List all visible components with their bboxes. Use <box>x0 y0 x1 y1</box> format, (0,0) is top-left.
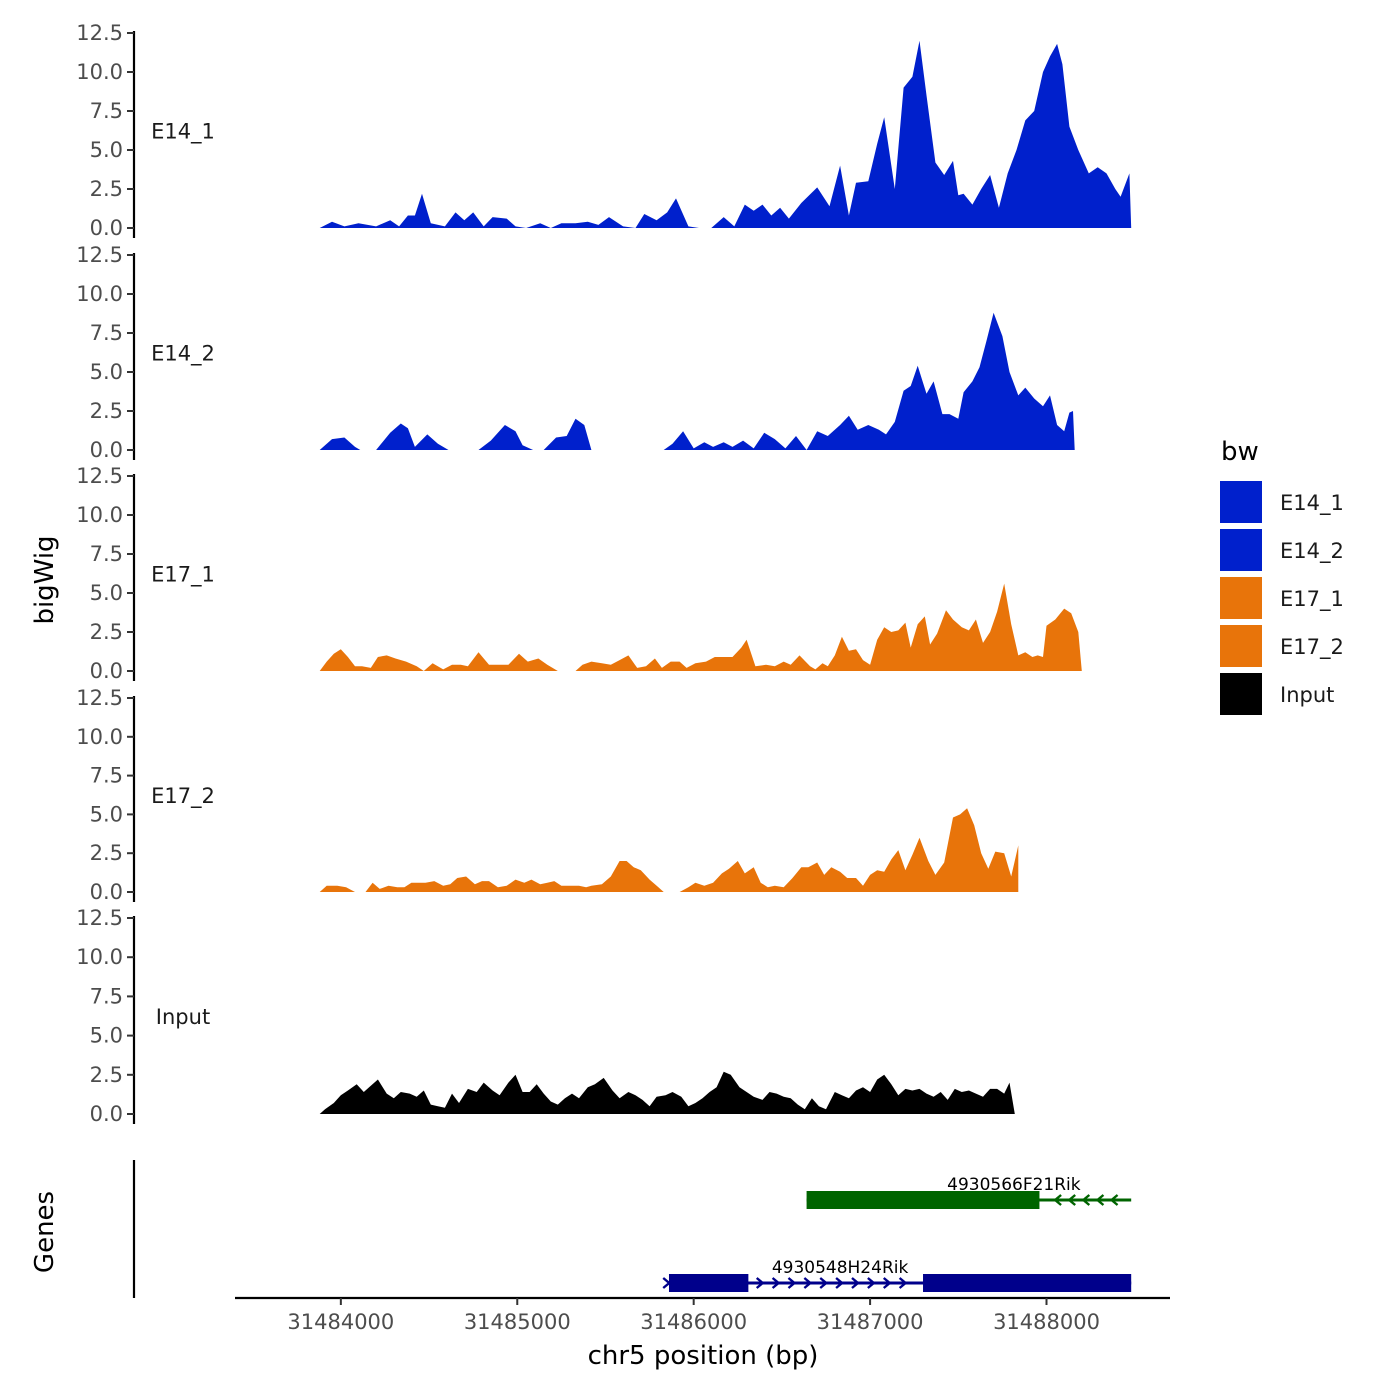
legend-label: E17_1 <box>1280 587 1344 612</box>
y-tick-label: 5.0 <box>90 138 123 162</box>
x-tick-label: 31484000 <box>287 1310 394 1334</box>
y-tick-label: 0.0 <box>90 216 123 240</box>
legend-item-e17-1: E17_1 <box>1218 575 1344 621</box>
legend-item-input: Input <box>1218 671 1334 717</box>
track-label: Input <box>156 1005 210 1029</box>
strand-arrow <box>662 1277 672 1289</box>
track-label: E14_2 <box>151 342 215 367</box>
y-tick-label: 12.5 <box>76 906 123 930</box>
y-tick-label: 5.0 <box>90 802 123 826</box>
y-tick-label: 7.5 <box>90 99 123 123</box>
strand-arrow <box>1067 1194 1076 1206</box>
y-tick-label: 10.0 <box>76 945 123 969</box>
legend: bw E14_1 E14_2 E17_1 E17_2 Input <box>1218 437 1344 717</box>
legend-title: bw <box>1221 437 1259 467</box>
legend-label: Input <box>1280 683 1334 707</box>
y-tick-label: 10.0 <box>76 282 123 306</box>
strand-arrow <box>803 1277 813 1289</box>
x-tick-label: 31486000 <box>640 1310 747 1334</box>
strand-arrow <box>787 1277 797 1289</box>
y-tick-label: 5.0 <box>90 581 123 605</box>
area-e17-1 <box>319 583 1082 671</box>
legend-label: E14_2 <box>1280 539 1344 564</box>
y-tick-label: 12.5 <box>76 686 123 710</box>
strand-arrow <box>1095 1194 1105 1206</box>
legend-item-e17-2: E17_2 <box>1218 623 1344 669</box>
gene-label: 4930566F21Rik <box>947 1175 1081 1195</box>
genes-panel: 4930566F21Rik 4930548H24Rik <box>132 1160 1132 1298</box>
track-e17-2: 0.0 2.5 5.0 7.5 10.0 12.5 E17_2 <box>76 686 1019 904</box>
y-tick-label: 12.5 <box>76 464 123 488</box>
track-label: E14_1 <box>151 120 215 145</box>
x-tick-label: 31488000 <box>993 1310 1100 1334</box>
strand-arrow <box>819 1277 829 1289</box>
y-axis-title: bigWig <box>30 535 60 624</box>
y-tick-label: 0.0 <box>90 880 123 904</box>
x-axis-title: chr5 position (bp) <box>588 1341 819 1371</box>
strand-arrow <box>851 1277 860 1289</box>
y-tick-label: 2.5 <box>90 177 123 201</box>
legend-item-e14-2: E14_2 <box>1218 527 1344 573</box>
area-e14-2 <box>319 312 1075 450</box>
legend-label: E14_1 <box>1280 491 1344 516</box>
strand-arrow <box>898 1277 908 1289</box>
y-tick-label: 2.5 <box>90 841 123 865</box>
y-tick-label: 10.0 <box>76 60 123 84</box>
y-tick-label: 7.5 <box>90 984 123 1008</box>
legend-swatch <box>1218 575 1264 621</box>
area-input <box>319 1071 1015 1114</box>
y-tick-label: 5.0 <box>90 360 123 384</box>
strand-arrow <box>755 1277 765 1289</box>
x-tick-label: 31487000 <box>817 1310 924 1334</box>
strand-arrow <box>882 1277 892 1289</box>
strand-arrow <box>1109 1194 1119 1206</box>
gene-exon <box>806 1191 1040 1209</box>
x-tick-label: 31485000 <box>464 1310 571 1334</box>
y-tick-label: 7.5 <box>90 542 123 566</box>
y-tick-label: 7.5 <box>90 764 123 788</box>
y-tick-label: 12.5 <box>76 21 123 45</box>
track-e17-1: 0.0 2.5 5.0 7.5 10.0 12.5 E17_1 <box>76 464 1082 683</box>
strand-arrow <box>867 1277 876 1289</box>
legend-label: E17_2 <box>1280 635 1344 660</box>
gene-4930548h24rik: 4930548H24Rik <box>662 1258 1132 1292</box>
y-tick-label: 0.0 <box>90 659 123 683</box>
track-label: E17_1 <box>151 563 215 588</box>
area-e14-1 <box>319 40 1132 228</box>
track-label: E17_2 <box>151 784 215 809</box>
x-axis: 31484000 31485000 31486000 31487000 31488000 <box>235 1296 1170 1334</box>
strand-arrow <box>835 1277 844 1289</box>
y-tick-label: 10.0 <box>76 503 123 527</box>
strand-arrow <box>1081 1194 1091 1206</box>
area-e17-2 <box>319 808 1019 892</box>
legend-swatch <box>1218 479 1264 525</box>
strand-arrow <box>1053 1194 1062 1206</box>
y-tick-label: 0.0 <box>90 438 123 462</box>
tracks: 0.0 2.5 5.0 7.5 10.0 12.5 E14_1 0.0 2.5 5.0 7.5 10.… <box>76 21 1132 1126</box>
track-e14-1: 0.0 2.5 5.0 7.5 10.0 12.5 E14_1 <box>76 21 1132 240</box>
legend-swatch <box>1218 623 1264 669</box>
track-e14-2: 0.0 2.5 5.0 7.5 10.0 12.5 E14_2 <box>76 243 1075 462</box>
gene-exon <box>668 1274 749 1292</box>
gene-label: 4930548H24Rik <box>772 1258 909 1278</box>
legend-swatch <box>1218 671 1264 717</box>
y-tick-label: 2.5 <box>90 399 123 423</box>
y-tick-label: 0.0 <box>90 1102 123 1126</box>
gene-4930566f21rik: 4930566F21Rik <box>806 1175 1132 1209</box>
y-tick-label: 5.0 <box>90 1024 123 1048</box>
gene-exon <box>923 1274 1132 1292</box>
y-tick-label: 12.5 <box>76 243 123 267</box>
legend-item-e14-1: E14_1 <box>1218 479 1344 525</box>
y-tick-label: 10.0 <box>76 725 123 749</box>
legend-swatch <box>1218 527 1264 573</box>
strand-arrow <box>771 1277 781 1289</box>
y-tick-label: 2.5 <box>90 620 123 644</box>
track-input: 0.0 2.5 5.0 7.5 10.0 12.5 Input <box>76 906 1015 1126</box>
genes-axis-title: Genes <box>30 1191 60 1273</box>
y-tick-label: 7.5 <box>90 321 123 345</box>
y-tick-label: 2.5 <box>90 1063 123 1087</box>
